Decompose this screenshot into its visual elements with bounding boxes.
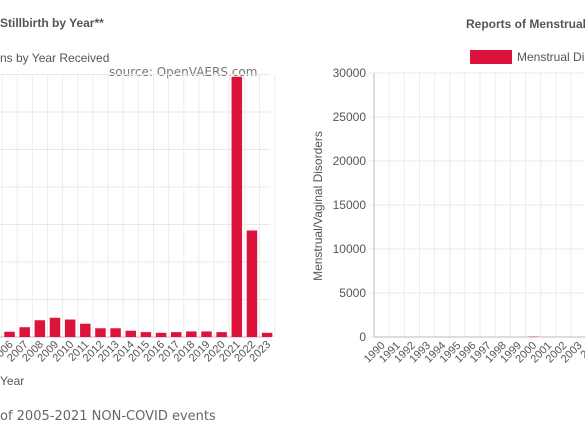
right-y-tick-label: 20000: [333, 154, 367, 168]
left-bar: [246, 230, 258, 337]
left-bar: [80, 323, 91, 337]
source-note: source: OpenVAERS.com: [109, 65, 258, 79]
right-y-tick-label: 0: [359, 330, 366, 344]
left-bar: [49, 317, 61, 337]
left-x-axis-label: Year: [0, 374, 25, 388]
left-bar: [4, 331, 15, 337]
left-bar: [155, 332, 167, 337]
right-legend-swatch: [470, 50, 512, 64]
footnote: of 2005-2021 NON-COVID events: [0, 409, 216, 424]
left-bar: [95, 328, 106, 337]
left-chart-title: Stillbirth by Year**: [0, 16, 104, 30]
left-bar: [19, 327, 30, 337]
left-legend-label: ns by Year Received: [0, 51, 110, 65]
right-y-tick-label: 10000: [333, 242, 367, 256]
left-bar: [201, 331, 212, 337]
left-bar: [231, 76, 243, 337]
left-bar: [110, 328, 121, 337]
right-y-tick-label: 25000: [333, 110, 367, 124]
right-y-tick-label: 30000: [333, 66, 367, 80]
left-bar: [186, 331, 197, 337]
left-bar: [34, 320, 46, 337]
left-bar: [64, 319, 76, 337]
right-chart-title: Reports of Menstrual: [466, 17, 585, 31]
right-x-tick-label: 200: [578, 340, 585, 361]
left-bar: [216, 332, 227, 337]
right-y-tick-label: 5000: [339, 286, 366, 300]
left-bar: [261, 332, 273, 337]
right-y-tick-label: 15000: [333, 198, 367, 212]
right-legend-label: Menstrual Di: [517, 50, 585, 64]
left-bar: [140, 332, 152, 337]
left-bar: [170, 332, 182, 337]
left-bar: [125, 330, 136, 337]
